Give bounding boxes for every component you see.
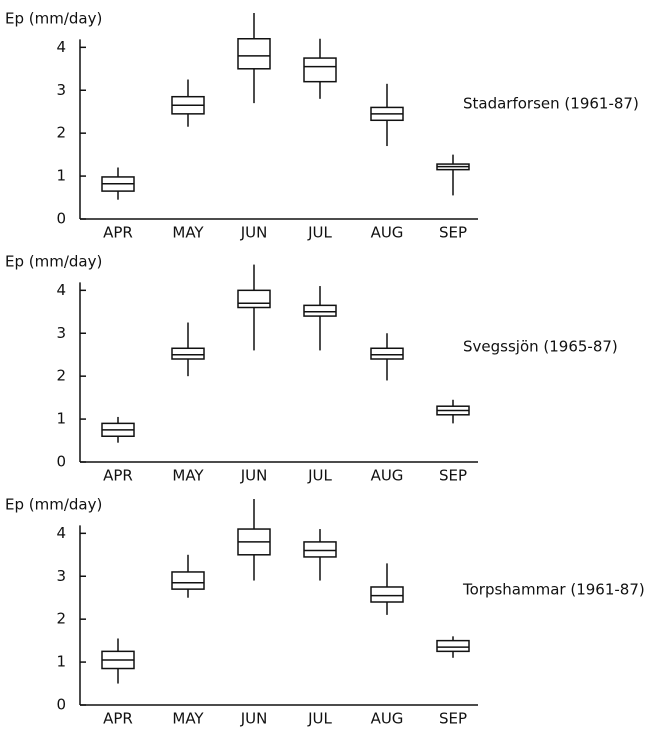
y-tick-label: 2 — [56, 124, 66, 142]
x-tick-label: APR — [103, 710, 133, 728]
x-tick-label: SEP — [439, 467, 467, 485]
y-tick-label: 4 — [56, 524, 66, 542]
y-tick-label: 0 — [56, 453, 66, 471]
x-tick-label: APR — [103, 467, 133, 485]
x-tick-label: JUL — [307, 710, 332, 728]
x-tick-label: JUN — [240, 467, 268, 485]
x-tick-label: MAY — [172, 467, 204, 485]
x-tick-label: AUG — [371, 710, 404, 728]
y-tick-label: 4 — [56, 38, 66, 56]
y-tick-label: 1 — [56, 653, 66, 671]
x-tick-label: SEP — [439, 710, 467, 728]
box — [303, 304, 337, 317]
box — [237, 38, 271, 70]
y-axis-label: Ep (mm/day) — [5, 10, 102, 28]
y-tick-label: 4 — [56, 281, 66, 299]
annotation: Stadarforsen (1961-87) — [463, 95, 639, 113]
x-tick-label: APR — [103, 224, 133, 242]
x-tick-label: MAY — [172, 224, 204, 242]
x-tick-label: MAY — [172, 710, 204, 728]
y-tick-label: 1 — [56, 167, 66, 185]
x-tick-label: SEP — [439, 224, 467, 242]
y-tick-label: 0 — [56, 696, 66, 714]
box — [303, 57, 337, 83]
annotation: Svegssjön (1965-87) — [463, 338, 618, 356]
x-tick-label: JUN — [240, 224, 268, 242]
y-tick-label: 2 — [56, 610, 66, 628]
y-tick-label: 3 — [56, 324, 66, 342]
box — [237, 289, 271, 309]
y-axis-label: Ep (mm/day) — [5, 496, 102, 514]
y-tick-label: 3 — [56, 567, 66, 585]
box — [436, 639, 470, 653]
x-tick-label: AUG — [371, 467, 404, 485]
x-tick-label: AUG — [371, 224, 404, 242]
box — [171, 571, 205, 590]
x-tick-label: JUN — [240, 710, 268, 728]
y-tick-label: 3 — [56, 81, 66, 99]
x-tick-label: JUL — [307, 224, 332, 242]
y-axis-label: Ep (mm/day) — [5, 253, 102, 271]
y-tick-label: 1 — [56, 410, 66, 428]
annotation: Torpshammar (1961-87) — [462, 581, 645, 599]
box — [303, 541, 337, 558]
box — [171, 347, 205, 360]
x-tick-label: JUL — [307, 467, 332, 485]
box — [370, 347, 404, 360]
y-tick-label: 2 — [56, 367, 66, 385]
y-tick-label: 0 — [56, 210, 66, 228]
box — [370, 586, 404, 603]
